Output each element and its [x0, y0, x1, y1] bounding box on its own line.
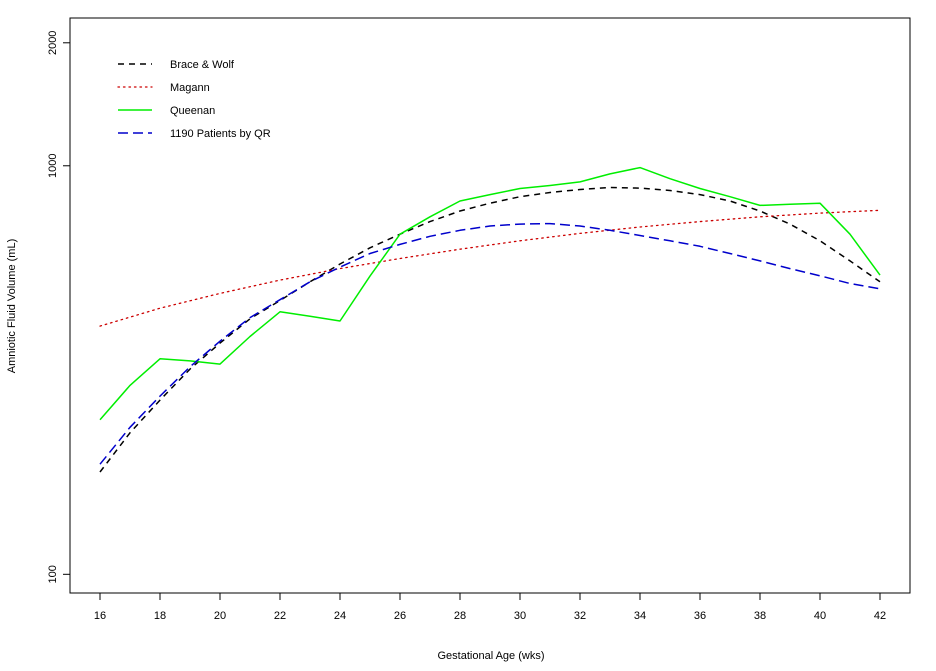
x-tick-label: 24 [334, 610, 346, 622]
legend-label-2: Queenan [170, 105, 215, 117]
series-line-0 [99, 186, 881, 473]
legend-label-0: Brace & Wolf [170, 59, 235, 71]
x-tick-label: 26 [394, 610, 406, 622]
x-axis-title: Gestational Age (wks) [438, 650, 545, 662]
plot-border [69, 17, 911, 594]
series-line-3 [99, 222, 881, 465]
x-tick-label: 20 [214, 610, 226, 622]
plot-frame [69, 17, 911, 594]
series-line-2 [99, 166, 881, 421]
x-tick-label: 30 [514, 610, 526, 622]
x-tick-label: 28 [454, 610, 466, 622]
x-tick-label: 16 [94, 610, 106, 622]
series-line-1 [99, 209, 881, 327]
x-tick-label: 34 [634, 610, 646, 622]
x-tick-label: 36 [694, 610, 706, 622]
x-tick-label: 22 [274, 610, 286, 622]
y-axis-title: Amniotic Fluid Volume (mL) [6, 239, 18, 374]
y-tick-label: 2000 [47, 31, 59, 55]
x-tick-label: 42 [874, 610, 886, 622]
x-tick-label: 40 [814, 610, 826, 622]
y-axis: 100 1000 2000 [47, 31, 70, 583]
chart-series [99, 166, 881, 473]
y-tick-label: 100 [47, 565, 59, 583]
x-tick-label: 32 [574, 610, 586, 622]
x-tick-label: 18 [154, 610, 166, 622]
legend: Brace & Wolf Magann Queenan 1190 Patients b… [117, 59, 271, 140]
legend-label-1: Magann [170, 82, 210, 94]
legend-label-3: 1190 Patients by QR [170, 128, 271, 140]
x-axis: 16 18 20 22 24 26 28 30 32 34 36 38 40 42 [94, 593, 886, 622]
y-tick-label: 1000 [47, 154, 59, 178]
x-tick-label: 38 [754, 610, 766, 622]
